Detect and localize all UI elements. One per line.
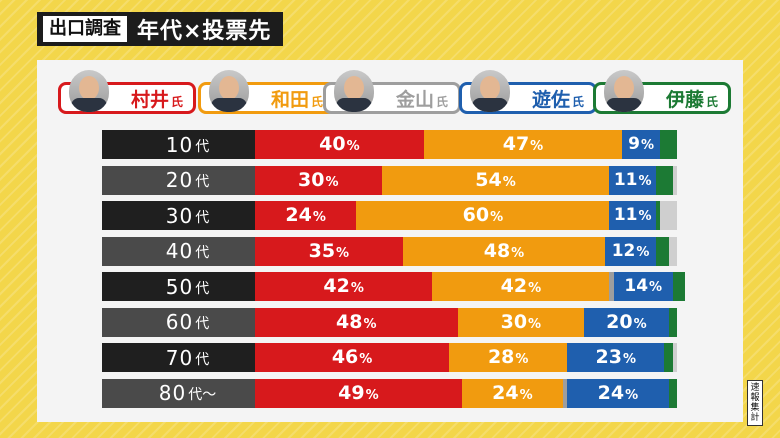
legend-name: 和田: [270, 88, 309, 111]
bar-track: 42% 42% 14%: [255, 272, 686, 301]
bar-segment: [622, 130, 661, 159]
data-label: 12%: [611, 240, 650, 261]
bar-track: 30% 54% 11%: [255, 165, 677, 195]
legend-suffix: 氏: [705, 94, 718, 109]
candidate-photo: [604, 70, 644, 112]
data-label: 48%: [483, 239, 525, 262]
bar-track: 40% 47% 9%: [255, 130, 677, 159]
data-label: 24%: [285, 204, 326, 226]
bar-track: 35% 48% 12%: [255, 236, 677, 266]
bar-segment: [567, 343, 665, 372]
data-label: 23%: [595, 346, 637, 368]
legend-suffix: 氏: [170, 94, 183, 109]
bar-segment: [655, 201, 661, 230]
legend-item: 伊藤氏: [593, 70, 731, 114]
bar-segment: [563, 378, 568, 408]
data-label: 40%: [319, 133, 360, 155]
bar-segment: [423, 130, 623, 159]
data-label: 42%: [323, 275, 364, 297]
candidate-photo: [470, 70, 510, 112]
category-label: 80 代～: [102, 378, 273, 408]
bar-track: 49% 24% 24%: [255, 378, 677, 408]
bar-segment: [609, 165, 656, 195]
category-label: 50 代: [102, 272, 273, 301]
data-label: 54%: [475, 168, 516, 191]
bar-segment: [457, 307, 585, 337]
legend-name: 村井: [130, 88, 169, 111]
bar-track: 48% 30% 20%: [255, 307, 677, 337]
category-label: 40 代: [102, 236, 273, 266]
data-label: 28%: [487, 346, 529, 368]
data-label: 35%: [308, 239, 350, 262]
bar-segment: [461, 378, 564, 408]
data-label: 60%: [462, 204, 504, 226]
bar-segment: [449, 343, 568, 372]
bar-segment: [356, 201, 610, 230]
data-label: 46%: [331, 346, 373, 368]
candidate-photo: [69, 70, 109, 112]
data-label: 48%: [336, 310, 377, 333]
legend-item: 金山氏: [323, 70, 461, 114]
bar-segment: [255, 236, 403, 266]
bar-segment: [655, 236, 669, 266]
data-label: 20%: [606, 310, 647, 333]
bar-segment: [255, 378, 462, 408]
bar-segment: [664, 343, 673, 372]
bar-segment: [255, 130, 424, 159]
category-label: 20 代: [102, 165, 273, 195]
category-label: 60 代: [102, 307, 273, 337]
bar-segment: [668, 307, 677, 337]
category-label: 70 代: [102, 343, 273, 372]
bar-segment: [613, 272, 673, 301]
bar-segment: [672, 272, 686, 301]
chart-panel: 村井氏和田氏金山氏遊佐氏伊藤氏 10 代 40% 47% 9% 20 代 30% 54% 11% 3…: [37, 60, 743, 422]
bar-segment: [609, 272, 614, 301]
bar-segment: [668, 378, 677, 408]
legend-item: 和田氏: [198, 70, 336, 114]
legend-suffix: 氏: [310, 94, 323, 109]
legend-suffix: 氏: [571, 94, 584, 109]
bar-segment: [381, 165, 610, 195]
bar-segment: [609, 201, 656, 230]
bar-segment: [255, 165, 382, 195]
data-label: 24%: [597, 381, 639, 404]
data-label: 24%: [492, 381, 533, 404]
category-label: 30 代: [102, 201, 273, 230]
legend-name: 伊藤: [665, 88, 704, 111]
preliminary-count-note: 速報集計: [747, 380, 763, 426]
legend-item: 村井氏: [58, 70, 196, 114]
candidate-photo: [334, 70, 374, 112]
legend-suffix: 氏: [435, 94, 448, 109]
bar-segment: [255, 307, 458, 337]
bar-segment: [255, 343, 450, 372]
legend-name: 遊佐: [531, 88, 570, 111]
bar-segment: [660, 130, 677, 159]
legend-item: 遊佐氏: [459, 70, 597, 114]
data-label: 9%: [628, 134, 655, 154]
exit-poll-badge: 出口調査: [43, 16, 127, 42]
page-title: 年代×投票先: [137, 19, 272, 44]
data-label: 42%: [500, 275, 542, 297]
bar-track: 24% 60% 11%: [255, 201, 677, 230]
bar-track: 46% 28% 23%: [255, 343, 677, 372]
bar-segment: [605, 236, 656, 266]
bar-segment: [584, 307, 669, 337]
candidate-photo: [209, 70, 249, 112]
bar-segment: [567, 378, 669, 408]
data-label: 49%: [338, 381, 379, 404]
bar-segment: [655, 165, 673, 195]
title-box: 出口調査 年代×投票先: [37, 12, 284, 46]
bar-segment: [255, 201, 357, 230]
data-label: 47%: [502, 133, 544, 155]
data-label: 14%: [624, 276, 663, 296]
legend-name: 金山: [395, 88, 434, 111]
bar-segment: [255, 272, 433, 301]
data-label: 11%: [613, 169, 652, 190]
bar-segment: [402, 236, 606, 266]
category-label: 10 代: [102, 130, 273, 159]
bar-segment: [432, 272, 610, 301]
data-label: 11%: [613, 205, 652, 225]
data-label: 30%: [298, 168, 339, 191]
data-label: 30%: [500, 310, 542, 333]
